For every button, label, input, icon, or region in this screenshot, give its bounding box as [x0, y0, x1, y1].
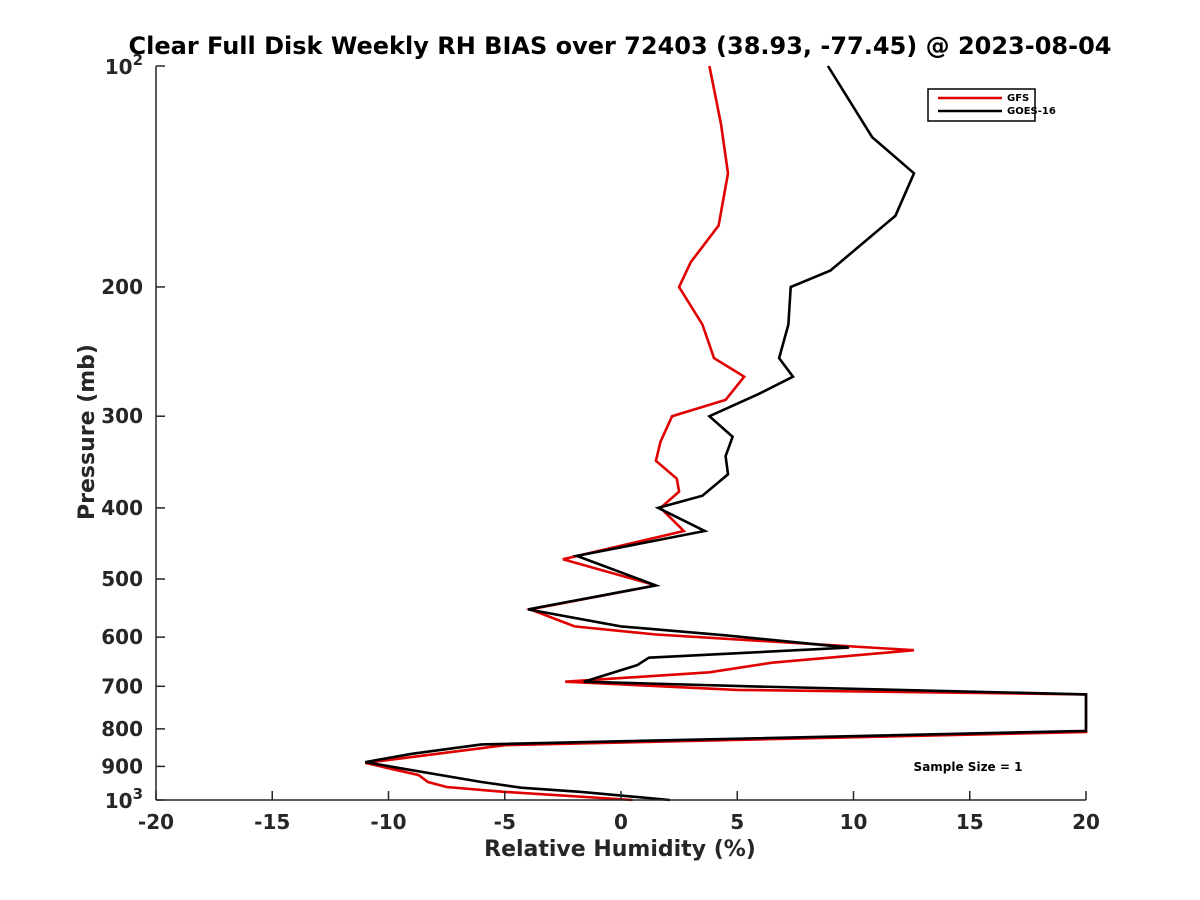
- x-tick-label: -15: [254, 810, 290, 834]
- y-tick-label: 600: [101, 625, 143, 649]
- y-tick-label: 500: [101, 567, 143, 591]
- plot-area: -20 -15 -10 -5 0 5 10 15 20 200 300 400 500 600 700 800…: [101, 51, 1100, 834]
- y-tick-label: 300: [101, 404, 143, 428]
- series-line-gfs: [365, 65, 1088, 802]
- y-tick-label: 400: [101, 496, 143, 520]
- x-tick-label: -10: [370, 810, 406, 834]
- legend-label-goes16: GOES-16: [1007, 106, 1056, 117]
- x-tick-label: 0: [614, 810, 628, 834]
- y-tick-label: 800: [101, 717, 143, 741]
- series-line-goes16: [365, 65, 1088, 802]
- legend-label-gfs: GFS: [1007, 93, 1029, 104]
- legend: GFS GOES-16: [927, 88, 1056, 122]
- sample-size-annotation: Sample Size = 1: [914, 760, 1023, 774]
- x-tick-label: 15: [956, 810, 984, 834]
- x-axis-label: Relative Humidity (%): [484, 837, 756, 862]
- y-tick-label: 900: [101, 754, 143, 778]
- x-tick-label: 5: [730, 810, 744, 834]
- x-tick-label: 20: [1072, 810, 1100, 834]
- y-tick-label: 200: [101, 275, 143, 299]
- x-tick-label: -5: [494, 810, 516, 834]
- y-axis-label: Pressure (mb): [75, 344, 100, 520]
- y-tick-label: 700: [101, 674, 143, 698]
- x-tick-label: 10: [840, 810, 868, 834]
- y-tick-label-top: 102: [105, 51, 143, 79]
- x-tick-label: -20: [138, 810, 174, 834]
- legend-box: [927, 88, 1036, 122]
- chart-title: Clear Full Disk Weekly RH BIAS over 7240…: [129, 32, 1112, 60]
- y-tick-label-bottom: 103: [105, 785, 143, 813]
